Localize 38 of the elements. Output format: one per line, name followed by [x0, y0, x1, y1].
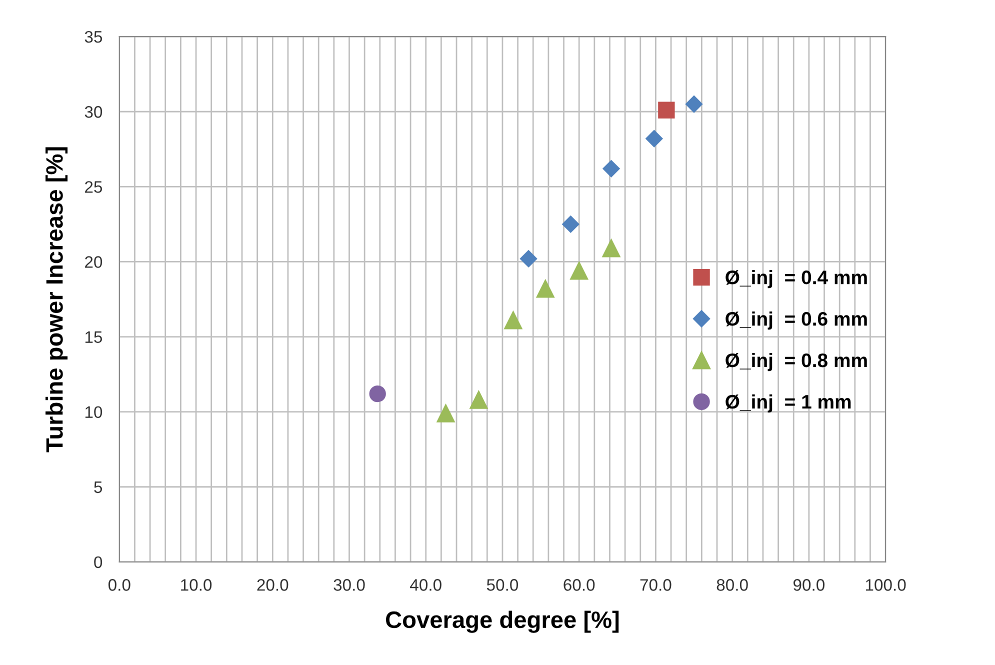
legend-label: Ø_inj = 0.8 mm [726, 352, 867, 372]
legend-label: Ø_inj = 1 mm [726, 394, 851, 413]
x-tick-label: 60.0 [564, 579, 595, 591]
point [504, 311, 522, 330]
x-tick-label: 70.0 [640, 579, 672, 591]
point [646, 130, 663, 148]
x-tick-label: 30.0 [334, 579, 365, 591]
x-tick-label: 90.0 [794, 579, 825, 591]
point [685, 96, 703, 113]
point [520, 250, 538, 268]
y-tick-label: 10 [85, 406, 102, 418]
x-tick-label: 20.0 [257, 579, 288, 591]
y-tick-label: 15 [85, 331, 102, 343]
legend-label: Ø_inj = 0.4 mm [726, 270, 867, 288]
y-tick-label: 30 [84, 106, 102, 118]
point [470, 390, 488, 409]
point [369, 385, 386, 402]
point [570, 262, 588, 280]
x-tick-label: 10.0 [181, 579, 212, 591]
x-axis-title: Coverage degree [%] [386, 610, 619, 633]
y-tick-label: 25 [85, 181, 102, 193]
point [658, 102, 675, 118]
point [602, 160, 620, 178]
point [436, 404, 455, 422]
y-axis-title: Turbine power Increase [%] [46, 147, 68, 452]
point [562, 216, 580, 233]
point [602, 239, 620, 258]
x-tick-label: 50.0 [486, 579, 518, 591]
y-tick-label: 5 [94, 481, 102, 494]
point [536, 280, 554, 298]
legend-label: Ø_inj = 0.6 mm [726, 311, 867, 330]
y-tick-label: 0 [94, 556, 102, 568]
x-tick-label: 0.0 [108, 579, 130, 591]
y-tick-label: 20 [85, 256, 102, 268]
x-tick-label: 40.0 [410, 579, 442, 591]
x-tick-label: 80.0 [716, 579, 748, 591]
y-tick-label: 35 [84, 30, 102, 43]
x-tick-label: 100.0 [866, 579, 906, 591]
